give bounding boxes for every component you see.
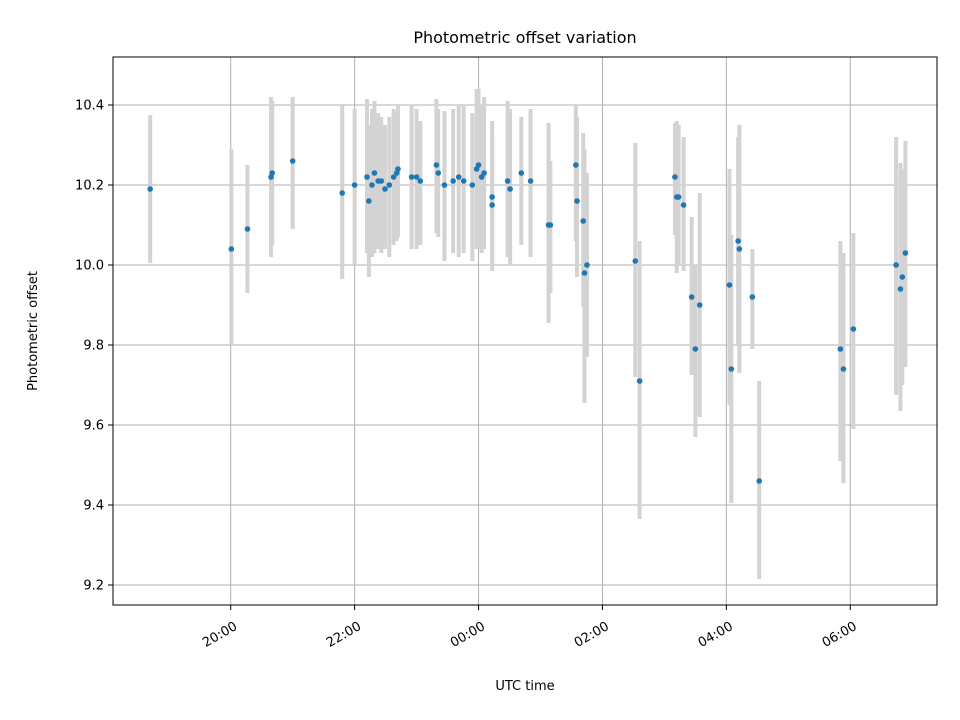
data-point <box>837 346 844 352</box>
data-point <box>455 174 462 180</box>
data-point <box>481 170 487 176</box>
data-point <box>504 178 511 184</box>
data-point <box>581 270 588 276</box>
y-tick-label: 10.2 <box>75 179 104 194</box>
data-point <box>636 378 643 384</box>
data-point <box>749 294 756 300</box>
data-point <box>547 222 554 228</box>
y-tick-label: 9.2 <box>83 579 104 594</box>
y-tick-label: 10.4 <box>75 99 104 114</box>
data-point <box>573 162 579 168</box>
data-point <box>518 170 525 176</box>
data-point <box>460 178 467 184</box>
data-point <box>386 182 393 188</box>
data-point <box>726 282 733 288</box>
data-point <box>756 478 762 484</box>
data-point <box>475 162 482 168</box>
data-point <box>364 174 370 180</box>
data-point <box>527 178 534 184</box>
data-point <box>366 198 372 204</box>
data-point <box>382 186 388 192</box>
data-point <box>351 182 358 188</box>
data-point <box>441 182 448 188</box>
data-point <box>675 194 682 200</box>
data-point <box>289 158 296 164</box>
data-point <box>736 246 743 252</box>
data-point <box>672 174 678 180</box>
data-point <box>433 162 440 168</box>
data-point <box>632 258 639 264</box>
data-point <box>417 178 424 184</box>
data-point <box>371 170 378 176</box>
data-point <box>584 262 590 268</box>
data-point <box>692 346 699 352</box>
data-point <box>574 198 580 204</box>
data-point <box>735 238 741 244</box>
data-point <box>390 174 397 180</box>
data-point <box>478 174 485 180</box>
y-tick-label: 10.0 <box>75 259 104 274</box>
data-point <box>893 262 899 268</box>
data-point <box>408 174 415 180</box>
chart-title: Photometric offset variation <box>413 28 636 47</box>
data-point <box>469 182 476 188</box>
data-point <box>688 294 695 300</box>
data-point <box>507 186 513 192</box>
data-point <box>580 218 587 224</box>
data-point <box>728 366 735 372</box>
data-point <box>369 182 375 188</box>
data-point <box>902 250 909 256</box>
x-axis-label: UTC time <box>495 679 554 694</box>
data-point <box>850 326 857 332</box>
data-point <box>269 170 276 176</box>
data-point <box>413 174 420 180</box>
y-tick-label: 9.4 <box>83 499 104 514</box>
data-point <box>897 286 904 292</box>
data-point <box>489 194 495 200</box>
data-point <box>899 274 906 280</box>
data-point <box>147 186 153 192</box>
plot-frame <box>112 56 938 606</box>
data-points <box>147 158 909 484</box>
y-tick-label: 9.6 <box>83 419 104 434</box>
data-point <box>696 302 703 308</box>
data-point <box>680 202 687 208</box>
data-point <box>244 226 251 232</box>
y-axis-ticks: 9.2 9.4 9.6 9.8 10.0 10.2 10.4 <box>75 99 113 594</box>
data-point <box>378 178 385 184</box>
data-point <box>228 246 235 252</box>
data-point <box>435 170 442 176</box>
data-point <box>395 166 401 172</box>
data-point <box>840 366 847 372</box>
data-point <box>339 190 346 196</box>
data-point <box>450 178 456 184</box>
y-tick-label: 9.8 <box>83 339 104 354</box>
data-point <box>489 202 495 208</box>
y-axis-label: Photometric offset <box>26 271 41 391</box>
